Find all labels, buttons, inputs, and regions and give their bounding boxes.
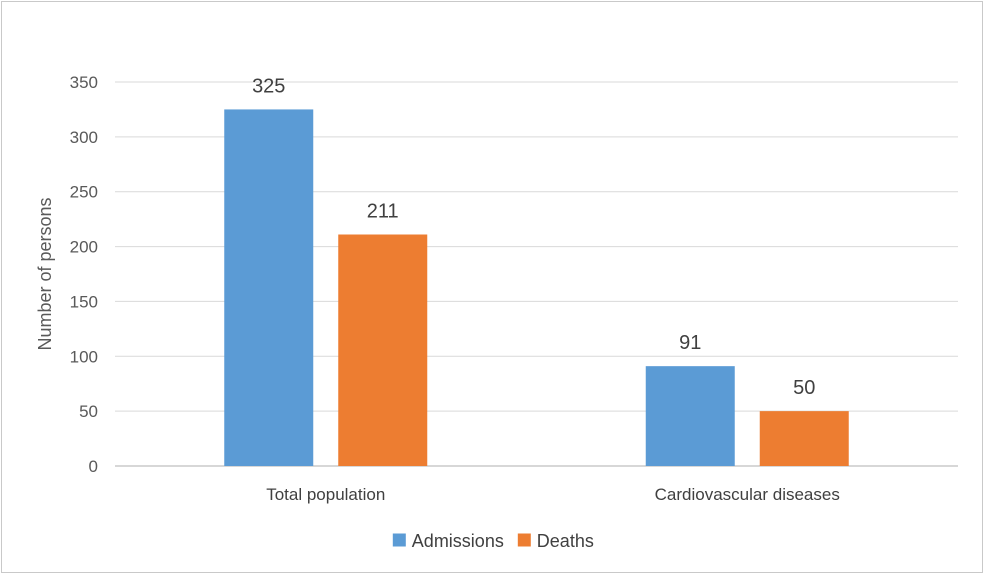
legend-label-deaths: Deaths [537,531,594,551]
x-axis-categories: Total population Cardiovascular diseases [266,485,840,504]
y-tick-label: 200 [70,238,98,257]
legend: Admissions Deaths [392,531,594,551]
x-category-label: Cardiovascular diseases [655,485,840,504]
x-category-label: Total population [266,485,385,504]
y-tick-label: 250 [70,183,98,202]
bar-deaths-2 [759,411,849,466]
legend-swatch-admissions [392,533,406,547]
legend-swatch-deaths [517,533,531,547]
y-axis-title: Number of persons [35,197,55,350]
bar-deaths-1 [338,234,428,466]
bars [224,109,849,466]
data-labels: 325 211 91 50 [252,75,815,399]
y-tick-label: 100 [70,347,98,366]
y-tick-label: 0 [89,457,98,476]
legend-label-admissions: Admissions [412,531,504,551]
y-tick-label: 150 [70,292,98,311]
y-axis-ticks: 0 50 100 150 200 250 300 350 [70,73,98,476]
y-tick-label: 300 [70,128,98,147]
bar-admissions-2 [645,366,735,466]
data-label: 50 [793,377,815,399]
y-tick-label: 50 [79,402,98,421]
bar-admissions-1 [224,109,314,466]
data-label: 325 [252,75,285,97]
data-label: 91 [679,332,701,354]
y-tick-label: 350 [70,73,98,92]
data-label: 211 [367,201,399,223]
